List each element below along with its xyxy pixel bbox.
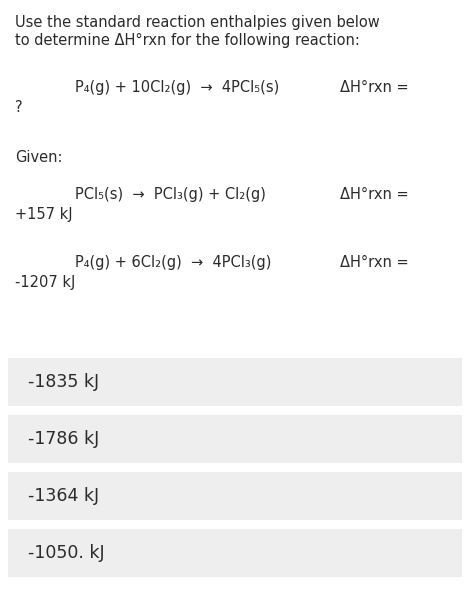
Text: ΔH°rxn =: ΔH°rxn = — [340, 187, 409, 202]
Text: -1050. kJ: -1050. kJ — [28, 544, 105, 562]
Text: P₄(g) + 6Cl₂(g)  →  4PCl₃(g): P₄(g) + 6Cl₂(g) → 4PCl₃(g) — [75, 255, 272, 270]
Text: Given:: Given: — [15, 150, 63, 165]
FancyBboxPatch shape — [8, 529, 462, 577]
Text: ΔH°rxn =: ΔH°rxn = — [340, 255, 409, 270]
Text: PCl₅(s)  →  PCl₃(g) + Cl₂(g): PCl₅(s) → PCl₃(g) + Cl₂(g) — [75, 187, 266, 202]
FancyBboxPatch shape — [8, 358, 462, 406]
Text: ΔH°rxn =: ΔH°rxn = — [340, 80, 409, 95]
Text: -1364 kJ: -1364 kJ — [28, 487, 99, 505]
Text: +157 kJ: +157 kJ — [15, 207, 73, 222]
Text: to determine ΔH°rxn for the following reaction:: to determine ΔH°rxn for the following re… — [15, 33, 360, 48]
Text: -1786 kJ: -1786 kJ — [28, 430, 99, 448]
Text: -1835 kJ: -1835 kJ — [28, 373, 99, 391]
Text: P₄(g) + 10Cl₂(g)  →  4PCl₅(s): P₄(g) + 10Cl₂(g) → 4PCl₅(s) — [75, 80, 279, 95]
Text: Use the standard reaction enthalpies given below: Use the standard reaction enthalpies giv… — [15, 15, 380, 30]
Text: -1207 kJ: -1207 kJ — [15, 275, 75, 290]
FancyBboxPatch shape — [8, 415, 462, 463]
Text: ?: ? — [15, 100, 23, 115]
FancyBboxPatch shape — [8, 472, 462, 520]
